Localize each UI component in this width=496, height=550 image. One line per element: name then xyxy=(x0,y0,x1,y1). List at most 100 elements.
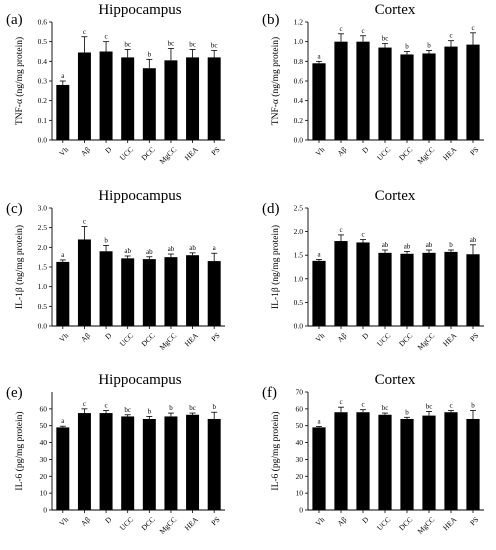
x-tick-label: MgCC xyxy=(416,331,437,352)
significance-label: ab xyxy=(426,241,433,249)
bar-DCC xyxy=(400,54,414,141)
bar-UCC xyxy=(378,252,392,326)
y-tick-label: 3.0 xyxy=(38,204,48,213)
x-tick-label: PS xyxy=(209,331,221,343)
x-tick-label: PS xyxy=(209,145,221,157)
significance-label: b xyxy=(104,236,108,244)
chart-panel-4: (d) Cortex 0.0 0.5 1.0 1.5 2.0 2.5 IL-1β (ng/mg … xyxy=(262,188,484,352)
chart-title: Hippocampus xyxy=(98,2,181,18)
significance-label: b xyxy=(471,402,475,410)
bar-Vh xyxy=(56,84,70,140)
significance-label: c xyxy=(449,32,452,40)
y-tick-label: 10 xyxy=(296,489,304,498)
bar-MgCC xyxy=(164,416,178,510)
significance-label: c xyxy=(105,33,108,41)
significance-label: c xyxy=(471,24,474,32)
x-tick-label: UCC xyxy=(375,331,392,348)
significance-label: c xyxy=(83,400,86,408)
x-tick-label: MgCC xyxy=(157,515,178,536)
y-tick-label: 50 xyxy=(40,421,48,430)
x-tick-label: DCC xyxy=(139,331,156,348)
x-tick-label: D xyxy=(360,145,371,156)
bar-D xyxy=(99,251,113,326)
significance-label: b xyxy=(427,42,431,50)
x-tick-label: D xyxy=(103,331,114,342)
significance-label: bc xyxy=(382,35,389,43)
significance-label: ab xyxy=(470,236,477,244)
x-tick-label: MgCC xyxy=(416,515,437,536)
significance-label: bc xyxy=(124,406,131,414)
y-tick-label: 1.2 xyxy=(294,18,304,27)
significance-label: b xyxy=(405,43,409,51)
y-tick-label: 0.3 xyxy=(38,77,48,86)
x-tick-label: Vh xyxy=(57,515,70,528)
y-axis-label: TNF-α (ng/mg protein) xyxy=(270,37,281,125)
y-tick-label: 40 xyxy=(40,438,48,447)
x-tick-label: D xyxy=(103,515,114,526)
bar-HEA xyxy=(444,412,458,510)
x-tick-label: PS xyxy=(468,331,480,343)
x-tick-label: PS xyxy=(468,515,480,527)
significance-label: c xyxy=(83,28,86,36)
y-tick-label: 30 xyxy=(296,455,304,464)
x-tick-label: MgCC xyxy=(157,145,178,166)
bar-Aβ xyxy=(77,52,91,140)
x-tick-label: Vh xyxy=(314,515,327,528)
y-axis-label: IL-1β (ng/mg protein) xyxy=(270,225,281,309)
x-tick-label: Aβ xyxy=(335,331,348,344)
x-tick-label: UCC xyxy=(118,515,135,532)
bar-MgCC xyxy=(422,53,436,140)
bar-DCC xyxy=(142,68,156,140)
y-tick-label: 1.0 xyxy=(294,37,304,46)
y-tick-label: 1.5 xyxy=(38,263,48,272)
bar-DCC xyxy=(142,418,156,510)
bar-UCC xyxy=(378,47,392,140)
y-tick-label: 2.5 xyxy=(38,223,48,232)
bar-DCC xyxy=(400,253,414,326)
bar-UCC xyxy=(121,416,135,510)
bar-UCC xyxy=(121,57,135,140)
x-tick-label: PS xyxy=(209,515,221,527)
significance-label: ab xyxy=(382,241,389,249)
y-tick-label: 1.5 xyxy=(294,251,304,260)
significance-label: c xyxy=(449,402,452,410)
x-tick-label: DCC xyxy=(397,145,414,162)
x-tick-label: HEA xyxy=(441,515,459,533)
y-tick-label: 70 xyxy=(296,388,304,397)
bar-D xyxy=(356,41,370,140)
significance-label: ab xyxy=(146,248,153,256)
chart-panel-1: (a) Hippocampus 0.0 0.1 0.2 0.3 0.4 0.5 0.6 TNF-α… xyxy=(6,2,225,166)
significance-label: b xyxy=(148,50,152,58)
significance-label: bc xyxy=(124,41,131,49)
bar-HEA xyxy=(444,46,458,141)
significance-label: ab xyxy=(404,242,411,250)
y-tick-label: 40 xyxy=(296,438,304,447)
y-tick-label: 0.0 xyxy=(38,136,48,145)
bar-PS xyxy=(466,44,480,140)
x-tick-label: Aβ xyxy=(79,331,92,344)
significance-label: ab xyxy=(124,247,131,255)
y-tick-label: 50 xyxy=(296,421,304,430)
significance-label: bc xyxy=(189,404,196,412)
y-tick-label: 0.2 xyxy=(294,116,304,125)
panel-label: (e) xyxy=(6,385,23,401)
significance-label: c xyxy=(361,231,364,239)
y-tick-label: 2.0 xyxy=(294,227,304,236)
y-tick-label: 0.5 xyxy=(38,37,48,46)
y-tick-label: 1.0 xyxy=(38,282,48,291)
y-tick-label: 0.1 xyxy=(38,116,48,125)
x-tick-label: Vh xyxy=(314,145,327,158)
x-tick-label: D xyxy=(360,331,371,342)
bar-MgCC xyxy=(422,252,436,326)
significance-label: ab xyxy=(168,245,175,253)
bar-HEA xyxy=(444,251,458,326)
significance-label: a xyxy=(213,244,217,252)
bar-PS xyxy=(207,261,221,326)
x-tick-label: HEA xyxy=(441,331,459,349)
bar-MgCC xyxy=(164,60,178,140)
chart-panel-2: (b) Cortex 0.0 0.2 0.4 0.6 0.8 1.0 1.2 TNF-α (ng/… xyxy=(262,2,484,166)
y-tick-label: 0.5 xyxy=(38,302,48,311)
y-axis-label: IL-1β (ng/mg protein) xyxy=(14,225,25,309)
y-tick-label: 0.0 xyxy=(38,322,48,331)
